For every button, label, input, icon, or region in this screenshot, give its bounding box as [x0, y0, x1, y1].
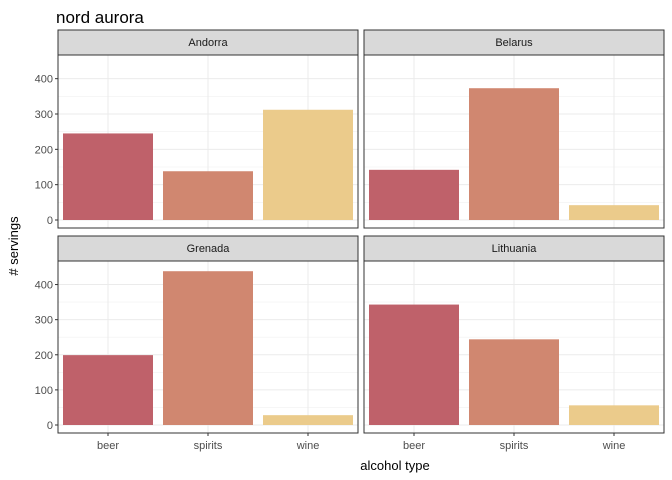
- facet-strip: [363, 235, 665, 262]
- x-tick-label: wine: [296, 440, 320, 452]
- facet-panel-lithuania: Lithuania beer spirits wine: [363, 235, 665, 452]
- facet-strip-label: Grenada: [187, 243, 231, 255]
- y-tick-label: 400: [35, 280, 53, 292]
- panel-border: [57, 54, 359, 229]
- bar-spirits-belarus: [469, 88, 559, 220]
- y-tick-label: 0: [47, 215, 53, 227]
- bar-wine-lithuania: [569, 405, 659, 425]
- facet-strip: [363, 29, 665, 56]
- bar-beer-belarus: [369, 169, 459, 220]
- y-tick-label: 0: [47, 420, 53, 432]
- y-tick-label: 400: [35, 74, 53, 86]
- facet-panel-grenada: Grenada 0 100 200 300 400 beer spirits wine: [35, 235, 359, 452]
- y-tick-label: 200: [35, 144, 53, 156]
- y-tick-label: 100: [35, 385, 53, 397]
- y-tick-label: 200: [35, 350, 53, 362]
- x-tick-label: spirits: [500, 440, 529, 452]
- facet-strip: [57, 29, 359, 56]
- y-tick-label: 300: [35, 109, 53, 121]
- chart-title: nord aurora: [56, 8, 144, 27]
- facet-strip-label: Lithuania: [492, 243, 538, 255]
- bar-beer-andorra: [63, 133, 153, 220]
- x-tick-label: beer: [97, 440, 119, 452]
- y-tick-label: 100: [35, 180, 53, 192]
- facet-strip-label: Belarus: [495, 37, 533, 49]
- bar-wine-grenada: [263, 415, 353, 425]
- bar-wine-andorra: [263, 109, 353, 220]
- y-tick-label: 300: [35, 315, 53, 327]
- bar-spirits-grenada: [163, 271, 253, 425]
- x-tick-label: beer: [403, 440, 425, 452]
- bar-spirits-lithuania: [469, 339, 559, 425]
- facet-panel-belarus: Belarus: [363, 29, 665, 229]
- bar-beer-grenada: [63, 355, 153, 425]
- x-tick-label: wine: [602, 440, 626, 452]
- x-tick-label: spirits: [194, 440, 223, 452]
- panel-border: [363, 54, 665, 229]
- x-axis-title: alcohol type: [360, 458, 429, 473]
- facet-strip-label: Andorra: [188, 37, 228, 49]
- facet-panel-andorra: Andorra 0 100 200 300 400: [35, 29, 359, 229]
- bar-wine-belarus: [569, 205, 659, 220]
- bar-spirits-andorra: [163, 171, 253, 220]
- y-axis-title: # servings: [6, 216, 21, 276]
- bar-beer-lithuania: [369, 304, 459, 425]
